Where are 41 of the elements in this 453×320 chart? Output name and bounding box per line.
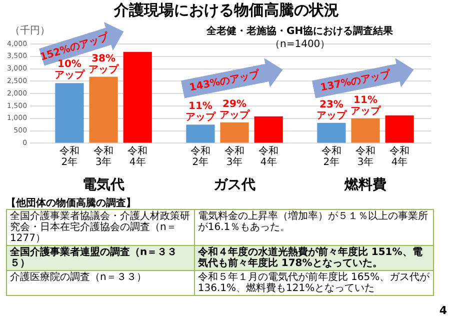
y-axis-title: （千円） bbox=[10, 24, 50, 37]
annotation: 29% アップ bbox=[220, 98, 251, 121]
x-tick-label: 燃料費 bbox=[344, 177, 387, 194]
annotation: （n=1400） bbox=[270, 38, 330, 51]
series-label: 令和3年 bbox=[94, 144, 114, 168]
annotation: 38% アップ bbox=[88, 53, 120, 76]
text: 電気料金の上昇率（増加率）が５１％以上の事業所が16.1％もあった。 bbox=[194, 210, 434, 246]
annotation: 137%のアップ bbox=[320, 69, 392, 94]
text: 令和4年 bbox=[258, 146, 279, 168]
bar bbox=[317, 122, 346, 143]
chart-subtitle: 全老健・老施協・GH協における調査結果 bbox=[206, 24, 394, 38]
series-label: 令和4年 bbox=[128, 144, 148, 168]
annotation: 23% アップ bbox=[316, 99, 348, 122]
series-label: 令和2年 bbox=[59, 144, 80, 168]
text: 全国介護事業者連盟の調査（n＝３３５） bbox=[6, 246, 194, 270]
text: 令和2年 bbox=[321, 146, 342, 168]
chart-title: 介護現場における物価高騰の状況 bbox=[112, 1, 340, 20]
text: 令和3年 bbox=[224, 146, 245, 168]
bar bbox=[89, 76, 118, 143]
text: 令和４年度の水道光熱費が前々年度比 151%、電気代も前々年度比 178%となっていた。 bbox=[194, 246, 434, 270]
annotation: 11% アップ bbox=[350, 94, 382, 117]
text: 令和4年 bbox=[390, 146, 410, 168]
bar bbox=[55, 83, 84, 143]
x-tick-label: ガス代 bbox=[214, 177, 256, 194]
text: 【他団体の物価高騰の調査】 bbox=[6, 196, 136, 210]
text: 令和2年 bbox=[190, 146, 210, 168]
annotation: 10% アップ bbox=[54, 59, 84, 82]
text: 4 bbox=[439, 304, 447, 317]
bar bbox=[351, 118, 380, 143]
text: 令和５年１月の電気代が前年度比 165%、ガス代が136.1%、燃料費も121%となっていた bbox=[194, 270, 434, 296]
x-tick-label: 電気代 bbox=[82, 177, 125, 194]
bar bbox=[254, 116, 283, 143]
annotation: 143%のアップ bbox=[188, 69, 260, 94]
bar bbox=[220, 122, 249, 143]
text: 令和3年 bbox=[356, 146, 376, 168]
bar bbox=[123, 52, 152, 143]
text: 全国介護事業者協議会・介護人材政策研究会・日本在宅介護協会の調査（n＝1277） bbox=[6, 210, 194, 246]
bar bbox=[186, 124, 215, 143]
annotation: 11% アップ bbox=[185, 101, 216, 124]
bar bbox=[385, 115, 414, 143]
text: 介護医療院の調査（n＝３３） bbox=[6, 270, 194, 296]
